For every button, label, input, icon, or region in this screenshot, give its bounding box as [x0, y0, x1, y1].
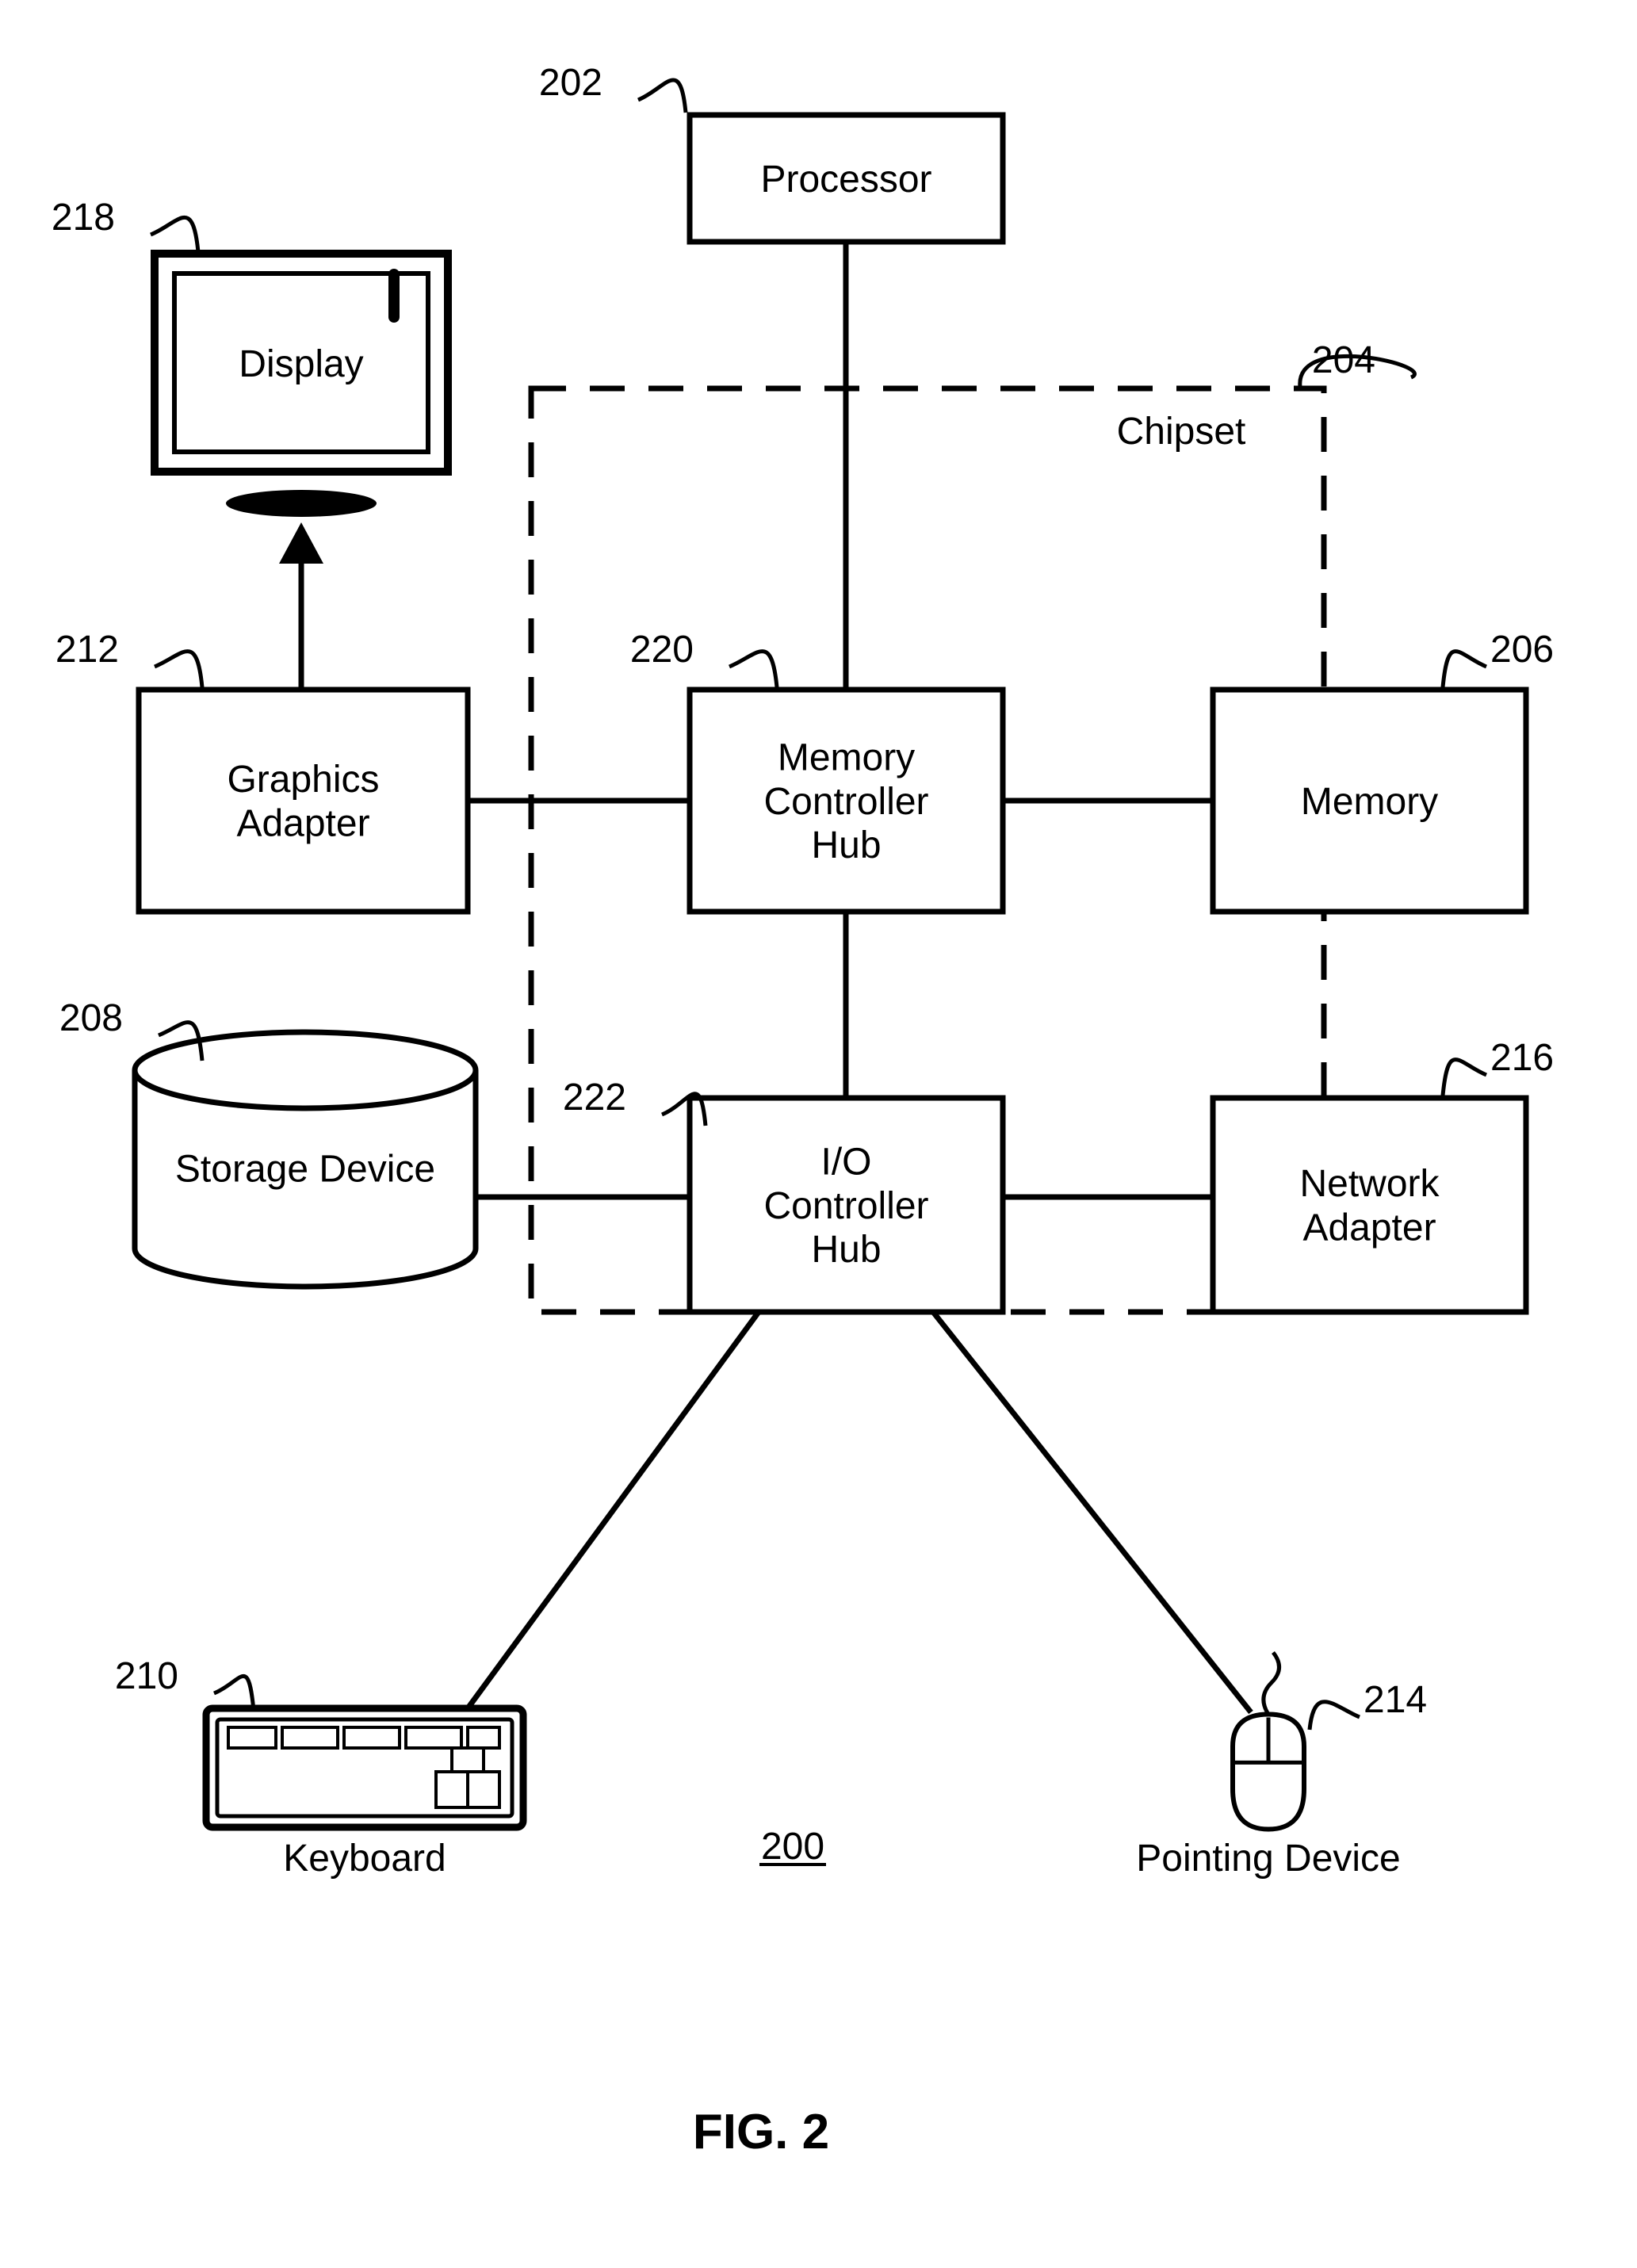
memctrl-label: Memory	[778, 737, 915, 779]
system-ref-number: 200	[761, 1826, 824, 1868]
ref-number: 208	[59, 997, 123, 1039]
figure-label: FIG. 2	[693, 2105, 829, 2159]
lead-line	[638, 80, 686, 113]
display-label: Display	[239, 343, 363, 385]
memctrl-label: Hub	[811, 824, 881, 866]
memory-label: Memory	[1301, 781, 1438, 823]
keyboard-label: Keyboard	[283, 1838, 446, 1880]
edge-ioctrl-mouse	[933, 1312, 1251, 1712]
chipset-label: Chipset	[1117, 411, 1246, 453]
storage-label: Storage Device	[175, 1149, 435, 1191]
ref-number: 212	[55, 629, 119, 671]
graphics-label: Adapter	[236, 802, 369, 844]
storage-cylinder-top	[135, 1032, 476, 1108]
ioctrl-label: I/O	[820, 1142, 871, 1184]
lead-line	[729, 652, 777, 687]
ref-number: 220	[630, 629, 694, 671]
ref-number: 222	[563, 1077, 626, 1119]
pointing-device-label: Pointing Device	[1136, 1838, 1401, 1880]
lead-line	[151, 217, 198, 252]
ref-number: 206	[1490, 629, 1554, 671]
ref-number: 218	[52, 197, 115, 239]
memctrl-label: Controller	[763, 781, 928, 823]
ref-number: 204	[1312, 339, 1375, 381]
lead-line	[1443, 652, 1486, 687]
patent-diagram: Chipset204Processor202MemoryControllerHu…	[0, 0, 1637, 2268]
display-base	[226, 490, 377, 517]
ref-number: 202	[539, 62, 602, 104]
arrowhead-display	[279, 522, 323, 564]
ioctrl-label: Hub	[811, 1229, 881, 1271]
lead-line	[1443, 1060, 1486, 1096]
ref-number: 216	[1490, 1037, 1554, 1079]
lead-line	[155, 652, 202, 687]
netadapter-label: Adapter	[1302, 1207, 1436, 1249]
ref-number: 210	[115, 1655, 178, 1697]
graphics-label: Graphics	[227, 759, 379, 801]
lead-line	[1310, 1702, 1360, 1730]
ioctrl-label: Controller	[763, 1185, 928, 1227]
netadapter-label: Network	[1299, 1163, 1440, 1205]
edge-ioctrl-keyboard	[468, 1312, 759, 1708]
ref-number: 214	[1364, 1679, 1427, 1721]
mouse-cord	[1264, 1653, 1279, 1715]
processor-label: Processor	[760, 159, 931, 201]
